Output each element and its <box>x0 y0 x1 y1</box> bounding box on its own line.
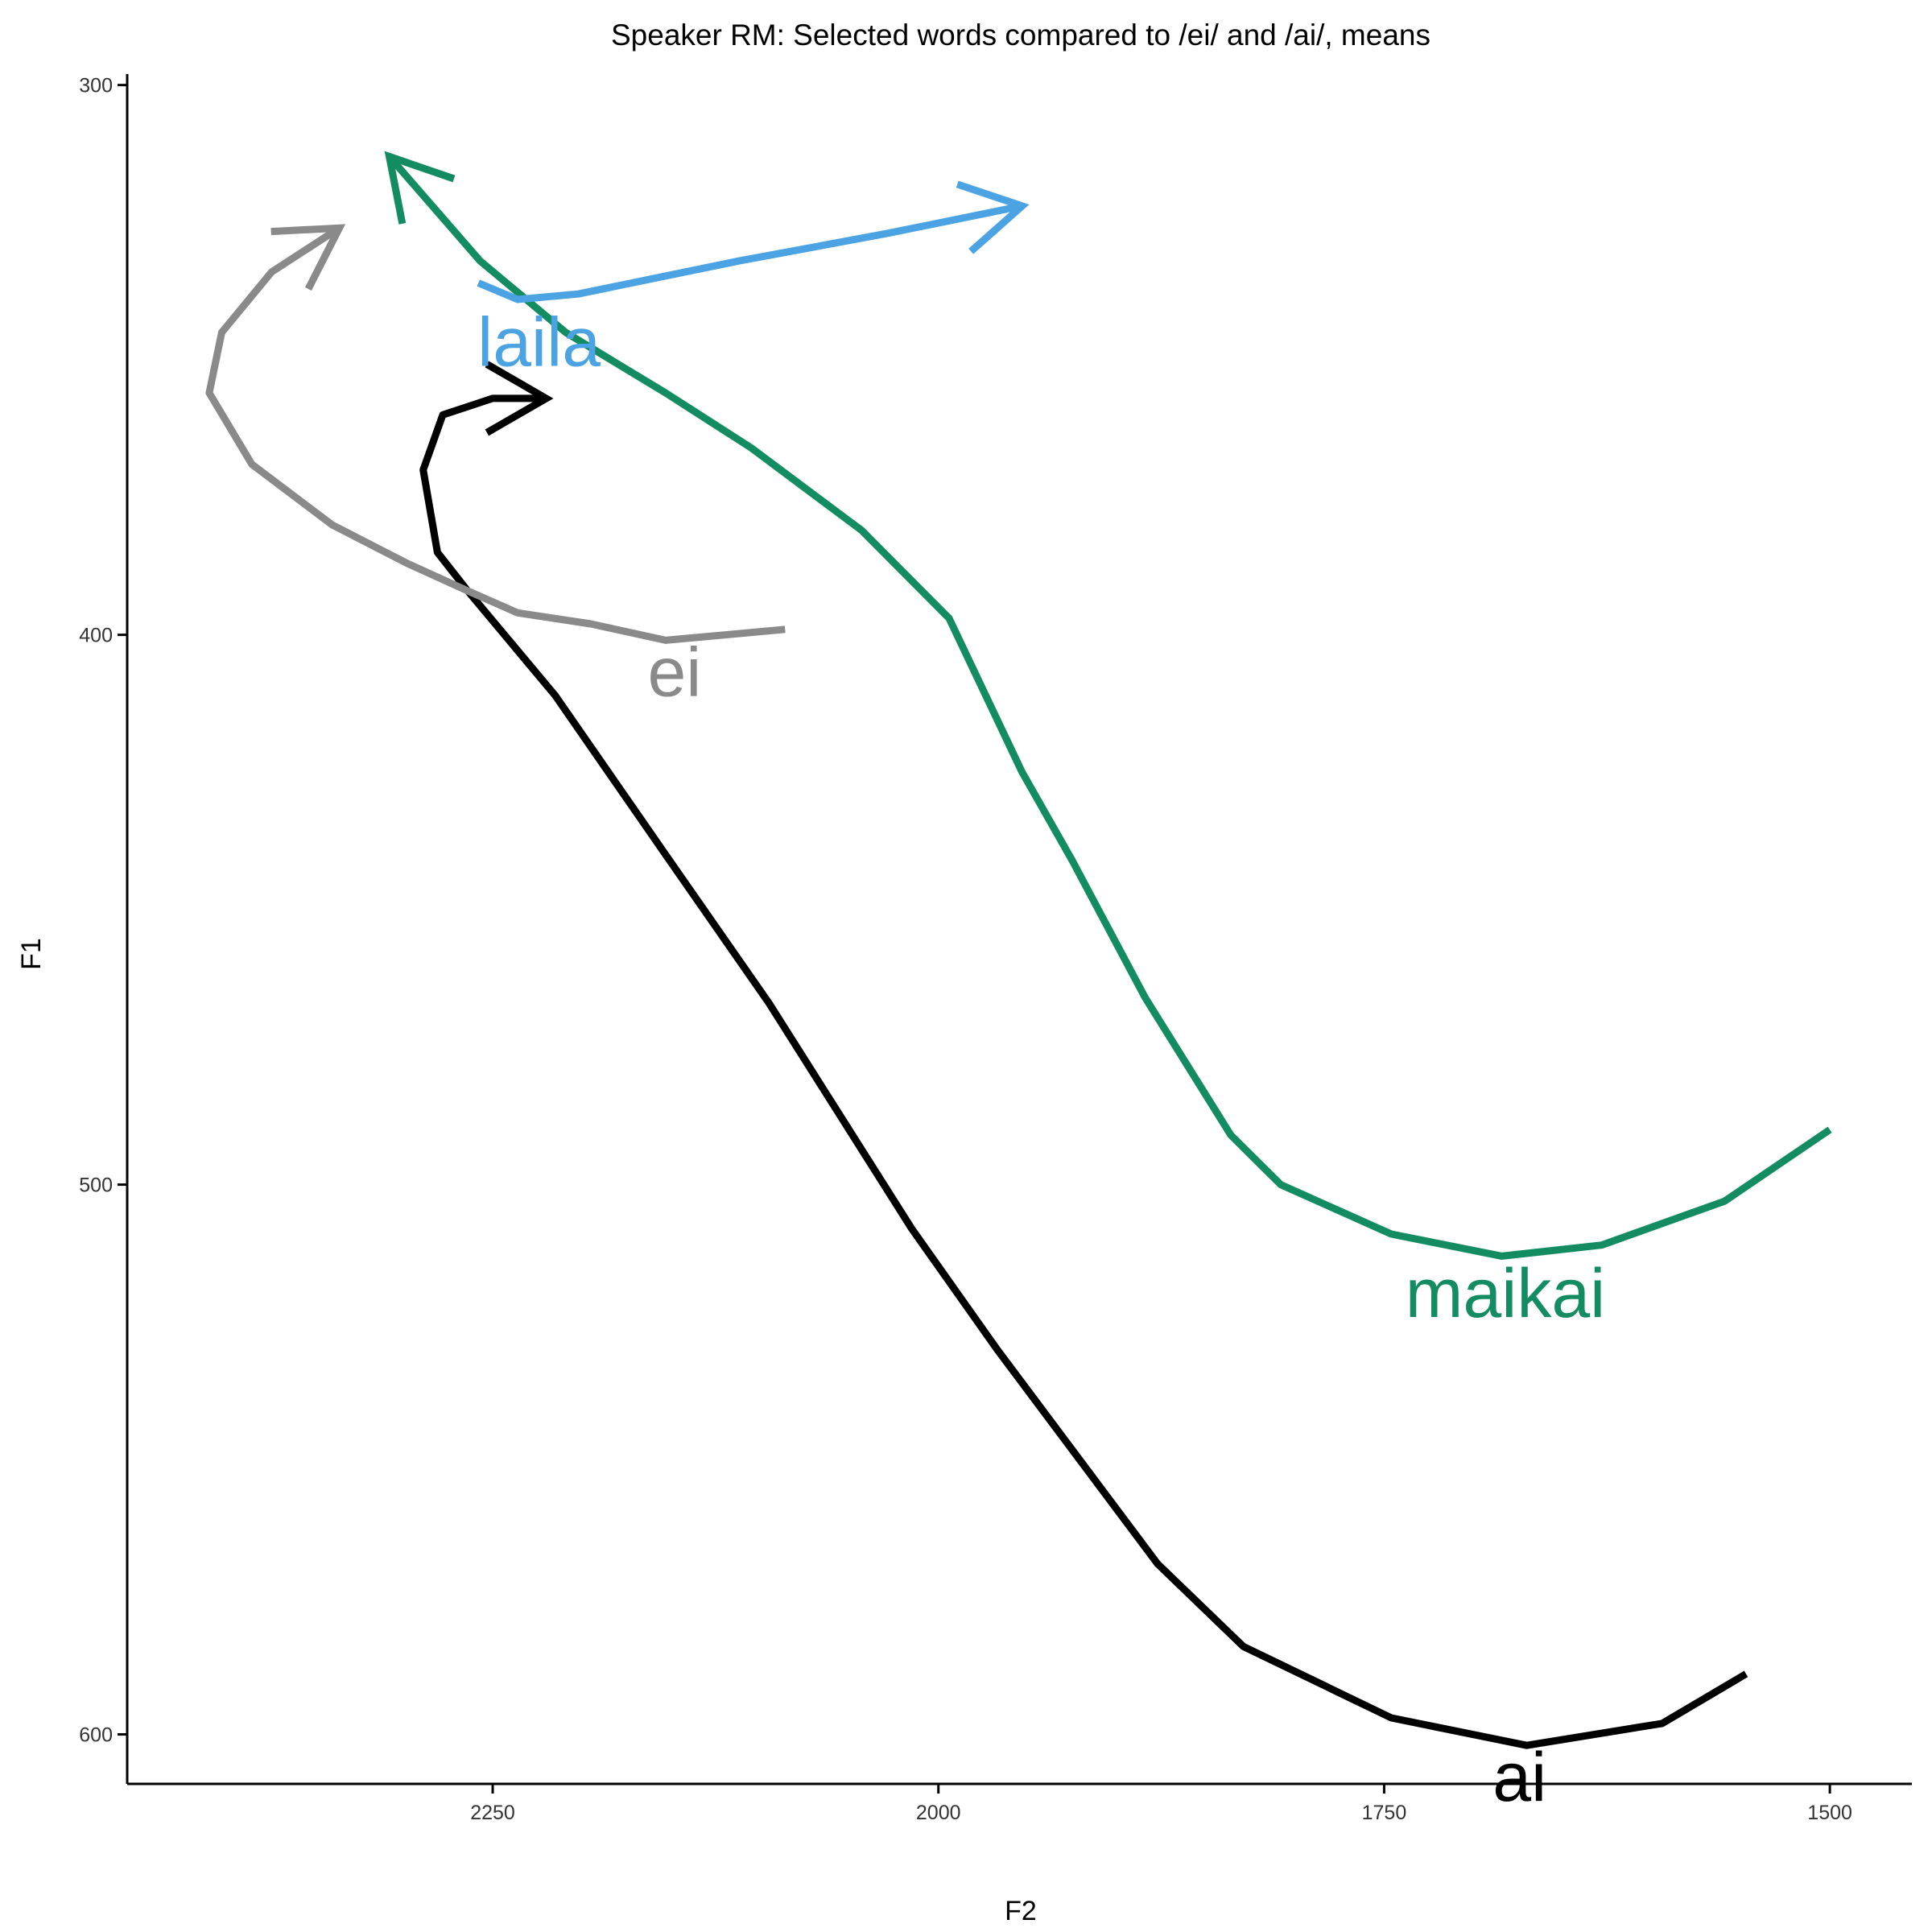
arrow-head <box>384 151 456 225</box>
series-line <box>205 225 786 644</box>
y-axis-label: F1 <box>16 938 47 970</box>
series-label: ai <box>1492 1739 1546 1816</box>
arrow-head <box>956 180 1030 254</box>
y-tick-label: 300 <box>79 75 113 97</box>
x-tick-label: 1500 <box>1807 1802 1852 1824</box>
x-axis-label: F2 <box>1005 1896 1037 1926</box>
y-tick-label: 500 <box>79 1174 113 1197</box>
series-line <box>386 154 1832 1260</box>
y-tick-label: 600 <box>79 1724 113 1747</box>
series-line <box>419 394 1748 1749</box>
x-tick-label: 2250 <box>470 1802 515 1824</box>
x-tick-label: 2000 <box>916 1802 961 1824</box>
x-tick-label: 1750 <box>1362 1802 1407 1824</box>
series-label: laila <box>477 304 601 382</box>
y-tick-label: 400 <box>79 625 113 647</box>
chart-title: Speaker RM: Selected words compared to /… <box>611 19 1430 52</box>
series-label: ei <box>647 634 701 711</box>
series-label: maikai <box>1406 1255 1606 1332</box>
series-line <box>477 202 1023 303</box>
arrow-head <box>485 361 554 436</box>
arrow-head <box>270 224 346 291</box>
